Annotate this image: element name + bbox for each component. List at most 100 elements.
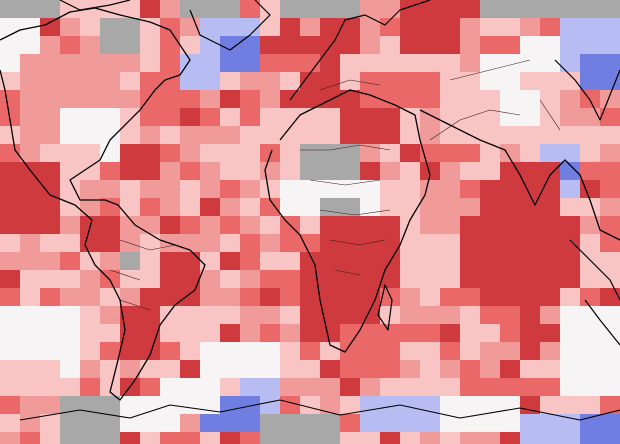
anomaly-cell-mild: [480, 108, 501, 127]
anomaly-cell-mild: [380, 54, 401, 73]
anomaly-cell-warmest: [400, 36, 421, 55]
anomaly-cell-moderate: [560, 108, 581, 127]
anomaly-cell-neutral: [240, 360, 261, 379]
anomaly-cell-neutral: [160, 378, 181, 397]
anomaly-cell-mild: [300, 396, 321, 415]
anomaly-cell-neutral: [240, 342, 261, 361]
anomaly-cell-warmest: [20, 216, 41, 235]
anomaly-cell-warmest: [160, 216, 181, 235]
anomaly-cell-coolest: [240, 36, 261, 55]
anomaly-cell-mild: [400, 108, 421, 127]
anomaly-cell-warm: [100, 198, 121, 217]
anomaly-cell-moderate: [280, 378, 301, 397]
anomaly-cell-mild: [260, 180, 281, 199]
anomaly-cell-neutral: [480, 54, 501, 73]
anomaly-cell-no-data: [500, 0, 521, 19]
anomaly-cell-warmest: [160, 252, 181, 271]
anomaly-cell-warmest: [520, 270, 541, 289]
anomaly-cell-mild: [120, 108, 141, 127]
anomaly-cell-warmest: [480, 270, 501, 289]
anomaly-cell-moderate: [80, 180, 101, 199]
anomaly-cell-cool: [360, 396, 381, 415]
anomaly-cell-warm: [100, 342, 121, 361]
anomaly-cell-warm: [160, 342, 181, 361]
anomaly-cell-mild: [480, 126, 501, 145]
anomaly-cell-mild: [440, 378, 461, 397]
anomaly-cell-mild: [360, 432, 381, 444]
anomaly-cell-warmest: [40, 198, 61, 217]
anomaly-cell-no-data: [280, 414, 301, 433]
anomaly-cell-warm: [380, 342, 401, 361]
anomaly-cell-mild: [280, 306, 301, 325]
anomaly-cell-moderate: [600, 198, 620, 217]
anomaly-cell-mild: [0, 378, 21, 397]
anomaly-cell-warmest: [380, 108, 401, 127]
anomaly-cell-moderate: [20, 72, 41, 91]
anomaly-cell-neutral: [60, 360, 81, 379]
anomaly-cell-neutral: [480, 414, 501, 433]
anomaly-cell-moderate: [460, 198, 481, 217]
anomaly-cell-mild: [120, 198, 141, 217]
anomaly-cell-warm: [600, 216, 620, 235]
anomaly-cell-warm: [160, 36, 181, 55]
anomaly-cell-warm: [500, 324, 521, 343]
anomaly-cell-moderate: [40, 108, 61, 127]
anomaly-cell-moderate: [240, 216, 261, 235]
anomaly-cell-cool: [360, 414, 381, 433]
anomaly-cell-moderate: [0, 252, 21, 271]
anomaly-cell-moderate: [80, 36, 101, 55]
anomaly-cell-warmest: [140, 288, 161, 307]
anomaly-cell-moderate: [100, 54, 121, 73]
anomaly-cell-mild: [500, 126, 521, 145]
country-border-lines: [109, 59, 561, 311]
anomaly-cell-mild: [580, 234, 601, 253]
anomaly-cell-warmest: [340, 36, 361, 55]
anomaly-cell-mild: [120, 270, 141, 289]
anomaly-cell-warm: [460, 288, 481, 307]
anomaly-cell-moderate: [20, 108, 41, 127]
anomaly-cell-no-data: [60, 432, 81, 444]
anomaly-cell-warm: [300, 342, 321, 361]
anomaly-cell-moderate: [40, 126, 61, 145]
anomaly-cell-no-data: [300, 414, 321, 433]
coastline-africa: [264, 89, 431, 353]
anomaly-cell-warmest: [500, 216, 521, 235]
anomaly-cell-moderate: [420, 126, 441, 145]
anomaly-cell-moderate: [160, 180, 181, 199]
anomaly-cell-moderate: [80, 270, 101, 289]
anomaly-cell-warmest: [140, 162, 161, 181]
anomaly-cell-moderate: [20, 252, 41, 271]
anomaly-cell-moderate: [140, 126, 161, 145]
anomaly-cell-no-data: [60, 414, 81, 433]
anomaly-cell-warm: [140, 378, 161, 397]
anomaly-cell-mild: [140, 270, 161, 289]
anomaly-cell-moderate: [200, 162, 221, 181]
anomaly-cell-coolest: [240, 396, 261, 415]
anomaly-cell-warmest: [220, 324, 241, 343]
anomaly-cell-neutral: [600, 360, 620, 379]
anomaly-cell-warmest: [480, 288, 501, 307]
anomaly-cell-mild: [380, 378, 401, 397]
anomaly-cell-coolest: [220, 54, 241, 73]
anomaly-cell-warm: [240, 234, 261, 253]
anomaly-cell-neutral: [60, 342, 81, 361]
anomaly-cell-mild: [560, 126, 581, 145]
anomaly-cell-mild: [40, 234, 61, 253]
anomaly-cell-mild: [0, 234, 21, 253]
anomaly-cell-mild: [140, 360, 161, 379]
anomaly-cell-mild: [400, 432, 421, 444]
anomaly-cell-warmest: [440, 0, 461, 19]
anomaly-cell-mild: [300, 126, 321, 145]
anomaly-cell-warmest: [300, 72, 321, 91]
anomaly-cell-moderate: [440, 162, 461, 181]
anomaly-cell-warmest: [300, 36, 321, 55]
anomaly-cell-mild: [100, 288, 121, 307]
anomaly-cell-moderate: [200, 180, 221, 199]
anomaly-cell-neutral: [0, 342, 21, 361]
anomaly-cell-mild: [380, 144, 401, 163]
anomaly-cell-warmest: [20, 198, 41, 217]
anomaly-cell-no-data: [280, 0, 301, 19]
anomaly-cell-no-data: [320, 414, 341, 433]
anomaly-cell-warmest: [360, 216, 381, 235]
anomaly-cell-warm: [260, 198, 281, 217]
